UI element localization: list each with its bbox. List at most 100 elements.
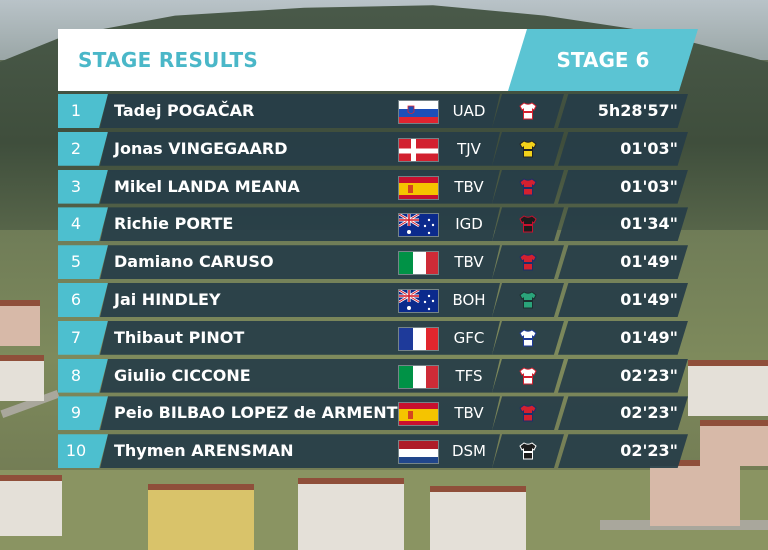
table-row-1: 1 Tadej POGAČAR UAD 5h28'57" [0, 94, 768, 130]
tfs-jersey-icon [518, 366, 538, 386]
rank-number: 6 [70, 290, 82, 309]
rank-badge [58, 320, 108, 355]
house [430, 486, 526, 550]
team-code: IGD [455, 215, 483, 234]
rider-name: Richie PORTE [114, 214, 234, 234]
denmark-flag-icon [398, 137, 439, 162]
time-gap: 5h28'57" [597, 101, 678, 120]
boh-jersey-icon [518, 290, 538, 310]
stage-label: STAGE 6 [556, 48, 650, 72]
page-title: STAGE RESULTS [78, 48, 259, 72]
time-gap: 02'23" [620, 403, 678, 423]
house [0, 300, 40, 346]
team-code: BOH [452, 291, 486, 309]
rider-name: Giulio CICCONE [114, 365, 251, 385]
spain-flag-icon [398, 402, 439, 427]
time-panel [558, 94, 688, 128]
gfc-jersey-icon [518, 328, 538, 348]
header-title-panel [58, 29, 528, 91]
team-code: TJV [457, 139, 481, 158]
table-row-10: 10 Thymen ARENSMAN DSM 02'23" [0, 434, 768, 470]
table-row-2: 2 Jonas VINGEGAARD TJV 01'03" [0, 131, 768, 168]
italy-flag-icon [398, 251, 439, 276]
rank-number: 5 [70, 252, 82, 272]
table-row-6: 6 Jai HINDLEY BOH 01'49" [0, 283, 768, 319]
rank-number: 4 [70, 214, 82, 234]
team-code: DSM [451, 442, 486, 461]
team-code: GFC [453, 328, 485, 347]
team-code: TBV [454, 253, 484, 272]
tbv-jersey-icon [518, 403, 538, 423]
time-panel [558, 169, 688, 204]
time-gap: 01'49" [620, 327, 678, 347]
tjv-jersey-icon [518, 139, 538, 159]
table-row-8: 8 Giulio CICCONE TFS 02'23" [0, 358, 768, 395]
tbv-jersey-icon [518, 252, 538, 272]
rider-name: Thymen ARENSMAN [114, 441, 294, 461]
house [0, 355, 44, 401]
igd-jersey-icon [518, 214, 538, 234]
rank-number: 3 [70, 176, 82, 196]
australia-flag-icon [398, 213, 439, 238]
time-gap: 01'49" [620, 290, 678, 309]
rider-name: Jai HINDLEY [114, 290, 221, 309]
team-code: TBV [454, 404, 484, 423]
table-row-9: 9 Peio BILBAO LOPEZ de ARMENTIA TBV 02'2… [0, 396, 768, 432]
dsm-jersey-icon [518, 441, 538, 461]
time-gap: 01'03" [620, 176, 678, 196]
time-gap: 01'03" [620, 138, 678, 158]
rank-number: 10 [65, 441, 87, 461]
house [700, 420, 768, 466]
rank-number: 7 [70, 327, 82, 347]
slovenia-flag-icon [398, 100, 439, 124]
time-panel [558, 283, 688, 317]
team-code: TBV [454, 177, 484, 196]
netherlands-flag-icon [398, 440, 439, 465]
table-row-3: 3 Mikel LANDA MEANA TBV 01'03" [0, 169, 768, 206]
table-row-4: 4 Richie PORTE IGD 01'34" [0, 207, 768, 243]
table-row-7: 7 Thibaut PINOT GFC 01'49" [0, 320, 768, 357]
time-panel [558, 396, 688, 431]
team-code: UAD [452, 102, 486, 120]
house [148, 484, 254, 550]
rank-badge [58, 207, 108, 242]
time-gap: 02'23" [620, 441, 678, 461]
rider-name: Tadej POGAČAR [114, 101, 255, 120]
rank-badge [58, 283, 108, 317]
time-panel [558, 434, 688, 469]
time-panel [558, 131, 688, 166]
time-gap: 01'34" [620, 214, 678, 234]
time-panel [558, 207, 688, 242]
rider-name: Peio BILBAO LOPEZ de ARMENTIA [114, 403, 416, 423]
time-gap: 02'23" [620, 365, 678, 385]
tbv-jersey-icon [518, 177, 538, 197]
france-flag-icon [398, 326, 439, 351]
spain-flag-icon [398, 175, 439, 200]
australia-flag-icon [398, 289, 439, 313]
time-panel [558, 245, 688, 280]
rank-number: 2 [70, 138, 82, 158]
time-panel [558, 320, 688, 355]
rank-badge [58, 396, 108, 431]
house [688, 360, 768, 416]
team-code: TFS [455, 366, 483, 385]
uad-jersey-icon [518, 101, 538, 121]
table-row-5: 5 Damiano CARUSO TBV 01'49" [0, 245, 768, 281]
rank-badge [58, 94, 108, 128]
house [298, 478, 404, 550]
house [0, 475, 62, 536]
rank-number: 8 [70, 365, 82, 385]
rank-badge [58, 245, 108, 280]
time-gap: 01'49" [620, 252, 678, 272]
house [650, 460, 740, 526]
time-panel [558, 358, 688, 393]
rider-name: Thibaut PINOT [114, 327, 245, 347]
rank-badge [58, 169, 108, 204]
rider-name: Jonas VINGEGAARD [114, 138, 288, 158]
rank-badge [58, 434, 108, 469]
rank-number: 1 [70, 101, 82, 120]
rider-name: Damiano CARUSO [114, 252, 274, 272]
rank-number: 9 [70, 403, 82, 423]
rank-badge [58, 358, 108, 393]
